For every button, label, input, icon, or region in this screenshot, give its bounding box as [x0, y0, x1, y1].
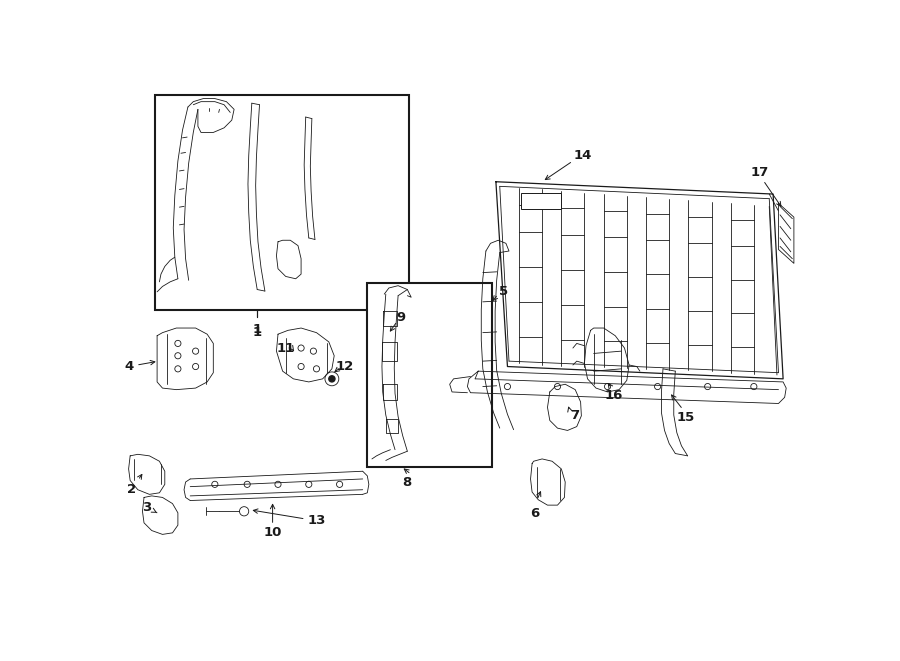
Text: 11: 11: [276, 342, 295, 354]
Text: 9: 9: [397, 311, 406, 324]
Text: 8: 8: [402, 475, 412, 488]
Text: 6: 6: [530, 508, 539, 520]
Text: 12: 12: [335, 360, 354, 373]
Text: 1: 1: [253, 327, 262, 340]
Text: 7: 7: [571, 408, 580, 422]
Text: 1: 1: [253, 323, 262, 336]
Text: 4: 4: [124, 360, 155, 373]
Bar: [521, 192, 562, 210]
Text: 15: 15: [677, 411, 695, 424]
Text: 2: 2: [127, 475, 142, 496]
Text: 3: 3: [142, 501, 157, 514]
Text: 16: 16: [605, 389, 623, 403]
Text: 17: 17: [751, 166, 770, 179]
Text: 10: 10: [264, 526, 282, 539]
Bar: [367, 284, 492, 467]
Text: 5: 5: [499, 286, 508, 298]
Text: 14: 14: [573, 149, 592, 162]
Circle shape: [328, 375, 335, 382]
Bar: [155, 95, 409, 309]
Text: 13: 13: [307, 514, 326, 527]
